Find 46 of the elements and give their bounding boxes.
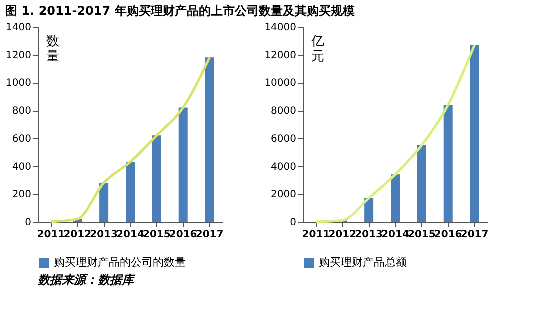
x-tick-label: 2013 — [355, 230, 384, 240]
x-tick-label: 2012 — [64, 230, 92, 240]
x-tick-label: 2014 — [116, 230, 144, 240]
bar — [205, 58, 214, 222]
legend-label: 购买理财产品的公司的数量 — [54, 256, 186, 269]
x-tick-label: 2017 — [460, 230, 489, 240]
y-tick-label: 600 — [12, 134, 32, 145]
x-tick-label: 2011 — [302, 230, 330, 240]
x-tick-label: 2013 — [90, 230, 118, 240]
y-tick-label: 6000 — [271, 134, 296, 145]
legend-label: 购买理财产品总额 — [319, 256, 407, 269]
y-tick-label: 200 — [12, 190, 32, 201]
y-tick-label: 12000 — [264, 50, 296, 62]
x-tick-label: 2017 — [196, 230, 224, 240]
y-tick-label: 14000 — [264, 22, 296, 34]
y-tick-label: 400 — [12, 162, 32, 173]
y-tick-label: 800 — [12, 106, 32, 118]
bar — [152, 136, 162, 222]
y-tick-label: 10000 — [264, 78, 296, 90]
bar — [126, 162, 135, 222]
x-tick-label: 2016 — [434, 230, 462, 240]
bar — [391, 174, 400, 222]
bar — [100, 183, 109, 222]
x-tick-label: 2015 — [143, 230, 171, 240]
bar — [364, 198, 374, 222]
y-tick-label: 4000 — [271, 162, 296, 173]
x-tick-label: 2014 — [382, 230, 410, 240]
y-tick-label: 2000 — [271, 190, 296, 201]
y-axis-title: 数量 — [46, 34, 60, 64]
bar — [470, 45, 480, 222]
bar — [444, 105, 453, 222]
y-tick-label: 8000 — [271, 106, 296, 118]
x-tick-label: 2015 — [408, 230, 436, 240]
x-tick-label: 2016 — [169, 230, 198, 240]
bar — [178, 108, 188, 222]
x-tick-label: 2012 — [328, 230, 357, 240]
y-tick-label: 1400 — [6, 22, 32, 34]
chart-title: 图 1. 2011-2017 年购买理财产品的上市公司数量及其购买规模 — [6, 4, 355, 18]
y-tick-label: 1000 — [6, 78, 32, 90]
bar — [417, 145, 426, 222]
x-tick-label: 2011 — [37, 230, 66, 240]
source-note: 数据来源：数据库 — [37, 273, 136, 287]
y-tick-label: 0 — [290, 218, 296, 228]
y-tick-label: 0 — [25, 218, 32, 228]
y-tick-label: 1200 — [6, 50, 32, 62]
y-axis-title: 亿元 — [310, 34, 324, 64]
